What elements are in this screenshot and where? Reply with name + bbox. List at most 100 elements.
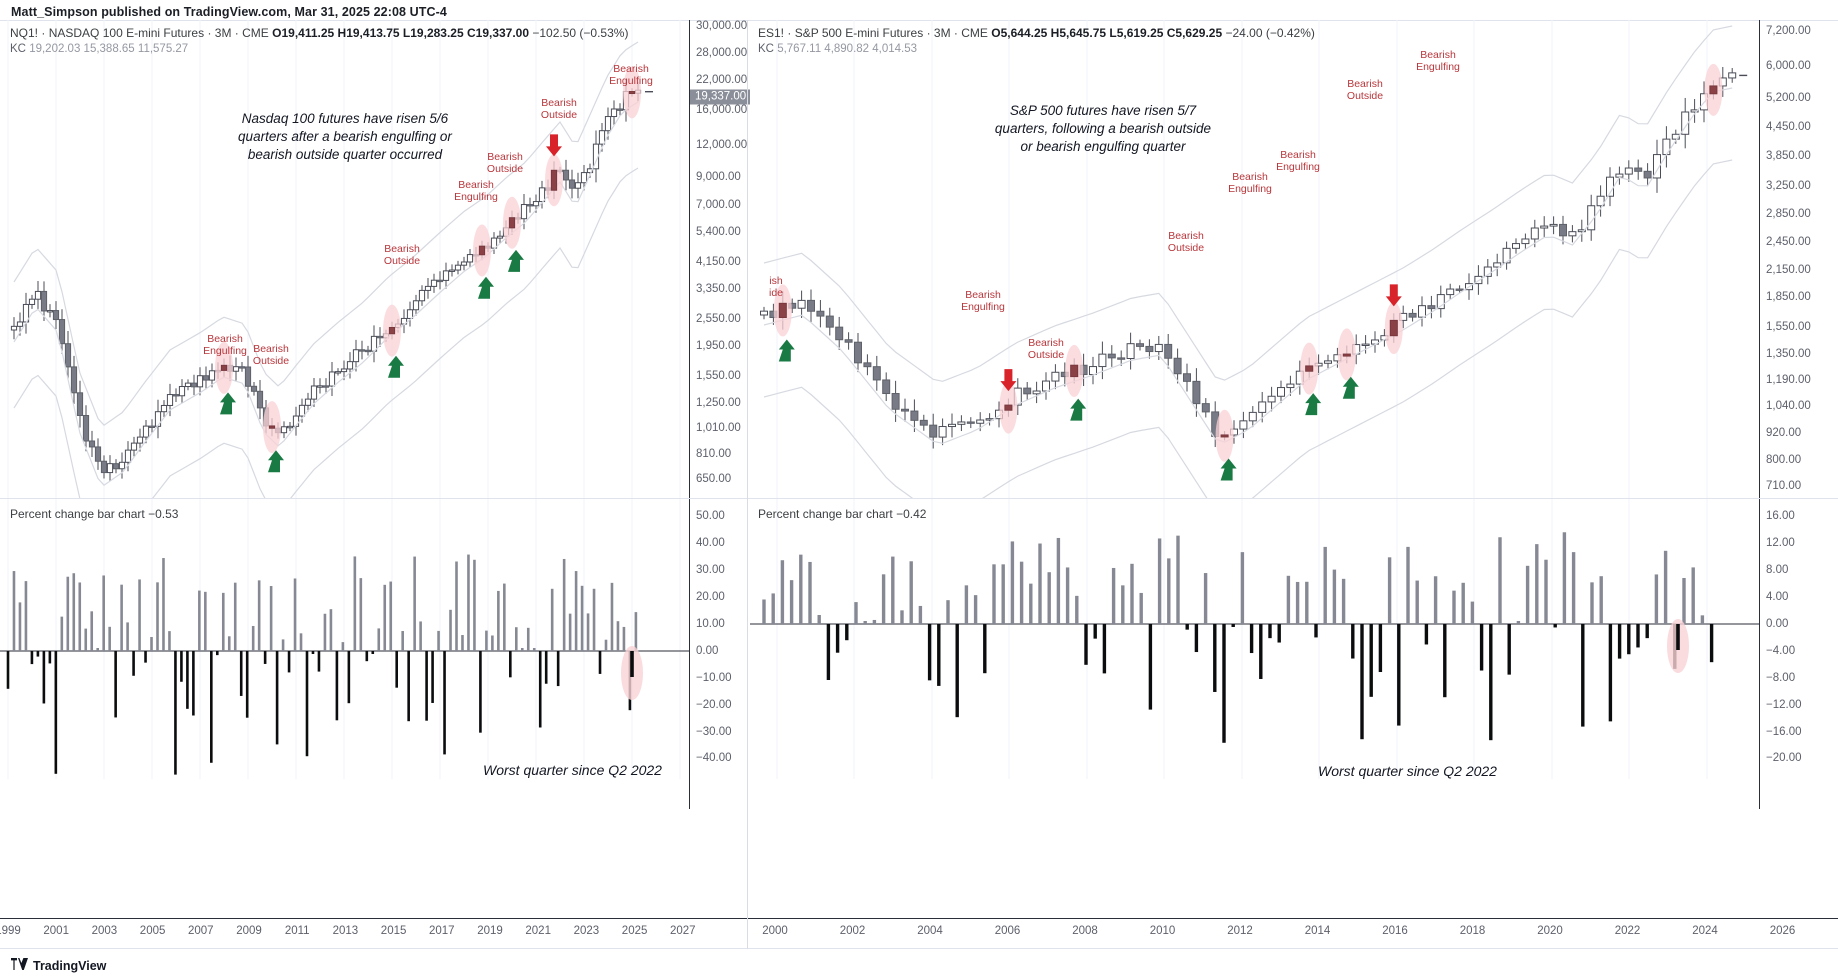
right-time-axis[interactable]: 2000 2002 2004 2006 2008 2010 2012 2014 2016 2018…	[748, 918, 1838, 949]
pattern-signal-label: Bearish Outside	[252, 343, 290, 367]
right-legend: ES1! · S&P 500 E-mini Futures · 3M · CME…	[758, 26, 1315, 55]
price-tick: 3,350.00	[696, 283, 741, 295]
right-legend-ohlc: O5,644.25 H5,645.75 L5,619.25 C5,629.25	[991, 26, 1223, 40]
time-tick: 2000	[762, 925, 788, 937]
time-tick: 2005	[139, 925, 166, 937]
left-pane-divider[interactable]	[0, 498, 748, 499]
left-percent-area: 50.00 40.00 30.00 20.00 10.00 0.00 −10.00 −20.0…	[0, 499, 748, 809]
time-tick: 2004	[917, 925, 943, 937]
time-tick: 2018	[1459, 925, 1486, 937]
price-tick: 1,350.00	[1766, 348, 1811, 360]
percent-tick: 50.00	[696, 510, 725, 522]
time-tick: 2016	[1382, 925, 1408, 937]
time-tick: 2008	[1072, 925, 1098, 937]
left-percent-axis[interactable]: 50.00 40.00 30.00 20.00 10.00 0.00 −10.00 −20.0…	[689, 499, 748, 809]
time-tick: 2013	[332, 925, 359, 937]
publisher-line: Matt_Simpson published on TradingView.co…	[11, 5, 447, 19]
percent-tick: −4.00	[1766, 645, 1796, 657]
price-tick: 1,010.00	[696, 422, 741, 434]
left-legend-description: NASDAQ 100 E-mini Futures	[48, 26, 205, 40]
time-tick: 2020	[1537, 925, 1563, 937]
tradingview-logo-icon	[11, 958, 28, 973]
right-legend-description: S&P 500 E-mini Futures	[794, 26, 924, 40]
left-legend-exchange: CME	[242, 26, 269, 40]
price-tick: 1,250.00	[696, 397, 741, 409]
pattern-signal-label: Bearish Outside	[383, 243, 421, 267]
percent-tick: 10.00	[696, 618, 725, 630]
left-indicator-values: 19,202.03 15,388.65 11,575.27	[29, 43, 189, 55]
price-tick: 2,150.00	[1766, 264, 1811, 276]
pattern-signal-label: Bearish Outside	[1027, 337, 1065, 361]
left-legend-interval[interactable]: 3M	[214, 26, 232, 40]
tradingview-logo-text: TradingView	[33, 958, 107, 973]
time-tick: 2024	[1692, 925, 1718, 937]
time-tick: 2025	[621, 925, 648, 937]
pattern-signal-label: Bearish Engulfing	[961, 289, 1005, 313]
price-tick: 1,850.00	[1766, 291, 1811, 303]
left-price-axis[interactable]: 30,000.00 28,000.00 22,000.00 16,000.00 12,0…	[689, 20, 751, 498]
left-legend-symbol[interactable]: NQ1!	[10, 26, 39, 40]
price-tick: 4,150.00	[696, 256, 741, 268]
right-price-axis[interactable]: 7,200.00 6,000.00 5,200.00 4,450.00 3,850.00…	[1759, 20, 1838, 498]
left-sub-legend: Percent change bar chart −0.53	[10, 507, 179, 521]
time-tick: 2006	[994, 925, 1021, 937]
pattern-signal-label: Bearish Engulfing	[454, 179, 498, 203]
right-indicator-name[interactable]: KC	[758, 43, 774, 55]
percent-tick: −10.00	[696, 672, 732, 684]
tradingview-logo[interactable]: TradingView	[11, 958, 106, 973]
left-pane-border	[0, 20, 748, 949]
pattern-signal-label: Bearish Outside	[486, 151, 524, 175]
price-tick: 3,250.00	[1766, 180, 1811, 192]
percent-tick: 40.00	[696, 537, 725, 549]
time-tick: 2017	[429, 925, 455, 937]
price-tick: 7,200.00	[1766, 25, 1811, 37]
time-tick: 2009	[236, 925, 262, 937]
right-pane-divider[interactable]	[748, 498, 1838, 499]
right-price-plot[interactable]	[750, 20, 1760, 498]
time-tick: 2003	[91, 925, 118, 937]
left-legend-ohlc: O19,411.25 H19,413.75 L19,283.25 C19,337…	[272, 26, 530, 40]
left-time-axis[interactable]: 1999 2001 2003 2005 2007 2009 2011 2013 2015 2017…	[0, 918, 748, 949]
pattern-signal-label: Bearish Outside	[540, 97, 578, 121]
right-percent-plot[interactable]	[750, 499, 1760, 809]
right-percent-axis[interactable]: 16.00 12.00 8.00 4.00 0.00 −4.00 −8.00 −12.00 −1…	[1759, 499, 1838, 809]
price-tick: 1,550.00	[1766, 321, 1811, 333]
price-tick: 810.00	[696, 448, 732, 460]
price-tick: 5,400.00	[696, 226, 741, 238]
left-percent-plot[interactable]	[0, 499, 690, 809]
pattern-signal-label: Bearish Engulfing	[1416, 49, 1460, 73]
left-price-plot[interactable]	[0, 20, 690, 498]
right-pane-border	[748, 20, 1838, 949]
time-tick: 2001	[43, 925, 69, 937]
time-tick: 2002	[839, 925, 866, 937]
right-legend-symbol[interactable]: ES1!	[758, 26, 785, 40]
price-tick: 3,850.00	[1766, 150, 1811, 162]
percent-tick: 20.00	[696, 591, 725, 603]
price-tick: 4,450.00	[1766, 121, 1811, 133]
left-price-area: 30,000.00 28,000.00 22,000.00 16,000.00 12,0…	[0, 20, 751, 498]
time-tick: 2010	[1149, 925, 1176, 937]
time-tick: 2015	[380, 925, 407, 937]
right-annotation-text: S&P 500 futures have risen 5/7 quarters,…	[994, 103, 1212, 154]
pattern-signal-label: Bearish Engulfing	[1228, 171, 1272, 195]
current-price-label: 19,337.00	[690, 89, 751, 105]
price-tick: 5,200.00	[1766, 92, 1811, 104]
pattern-signal-label: Bearish Outside	[1346, 78, 1384, 102]
price-tick: 2,850.00	[1766, 208, 1811, 220]
price-tick: 2,550.00	[696, 313, 741, 325]
price-tick: 710.00	[1766, 480, 1802, 492]
footer: TradingView	[0, 949, 1838, 979]
left-annotation-text: Nasdaq 100 futures have risen 5/6 quarte…	[238, 111, 452, 162]
time-tick: 2019	[477, 925, 503, 937]
price-tick: 1,550.00	[696, 370, 741, 382]
left-chart-pane: 30,000.00 28,000.00 22,000.00 16,000.00 12,0…	[0, 20, 751, 949]
price-tick: 1,040.00	[1766, 400, 1811, 412]
percent-tick: 0.00	[1766, 618, 1789, 630]
right-legend-interval[interactable]: 3M	[933, 26, 951, 40]
time-tick: 2012	[1227, 925, 1253, 937]
price-tick: 1,190.00	[1766, 374, 1811, 386]
left-indicator-name[interactable]: KC	[10, 43, 26, 55]
percent-tick: 16.00	[1766, 510, 1795, 522]
time-tick: 2026	[1769, 925, 1796, 937]
